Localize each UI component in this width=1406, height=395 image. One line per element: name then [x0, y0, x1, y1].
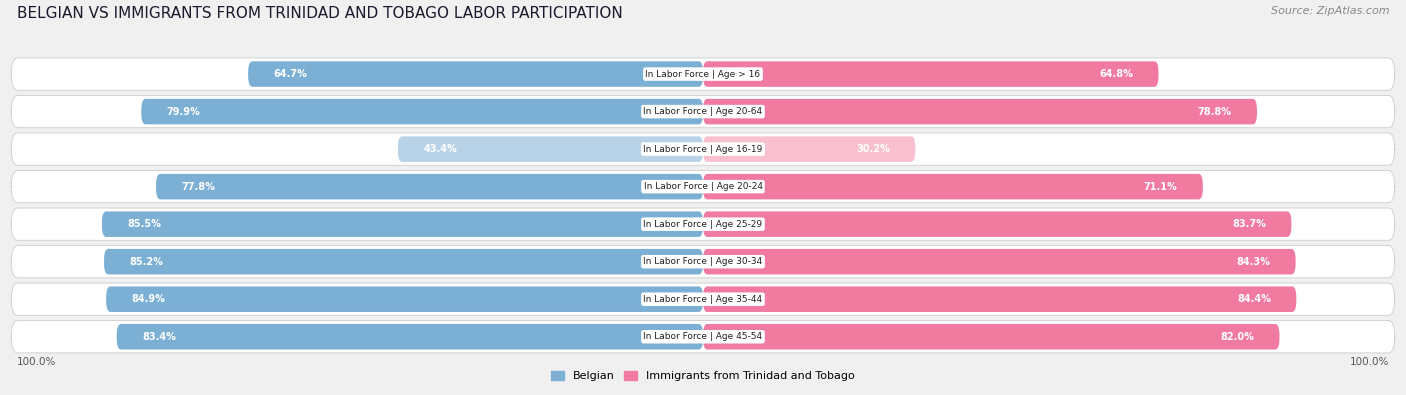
Text: In Labor Force | Age 20-64: In Labor Force | Age 20-64: [644, 107, 762, 116]
FancyBboxPatch shape: [703, 211, 1292, 237]
Text: 84.9%: 84.9%: [132, 294, 166, 304]
Text: 79.9%: 79.9%: [166, 107, 201, 117]
FancyBboxPatch shape: [703, 249, 1296, 275]
FancyBboxPatch shape: [103, 211, 703, 237]
Legend: Belgian, Immigrants from Trinidad and Tobago: Belgian, Immigrants from Trinidad and To…: [547, 366, 859, 386]
Text: In Labor Force | Age 25-29: In Labor Force | Age 25-29: [644, 220, 762, 229]
Text: 100.0%: 100.0%: [1350, 357, 1389, 367]
Text: 84.4%: 84.4%: [1237, 294, 1271, 304]
FancyBboxPatch shape: [11, 321, 1395, 353]
Text: 78.8%: 78.8%: [1198, 107, 1232, 117]
FancyBboxPatch shape: [156, 174, 703, 199]
FancyBboxPatch shape: [117, 324, 703, 350]
Text: 77.8%: 77.8%: [181, 182, 215, 192]
Text: 85.5%: 85.5%: [128, 219, 162, 229]
Text: 43.4%: 43.4%: [423, 144, 457, 154]
Text: In Labor Force | Age 45-54: In Labor Force | Age 45-54: [644, 332, 762, 341]
FancyBboxPatch shape: [398, 136, 703, 162]
Text: 64.8%: 64.8%: [1099, 69, 1133, 79]
Text: In Labor Force | Age 35-44: In Labor Force | Age 35-44: [644, 295, 762, 304]
FancyBboxPatch shape: [141, 99, 703, 124]
FancyBboxPatch shape: [703, 99, 1257, 124]
Text: 83.4%: 83.4%: [142, 332, 176, 342]
Text: 84.3%: 84.3%: [1236, 257, 1271, 267]
FancyBboxPatch shape: [703, 286, 1296, 312]
FancyBboxPatch shape: [11, 246, 1395, 278]
FancyBboxPatch shape: [11, 208, 1395, 240]
Text: 30.2%: 30.2%: [856, 144, 890, 154]
FancyBboxPatch shape: [703, 136, 915, 162]
Text: Source: ZipAtlas.com: Source: ZipAtlas.com: [1271, 6, 1389, 16]
FancyBboxPatch shape: [11, 133, 1395, 165]
FancyBboxPatch shape: [247, 61, 703, 87]
Text: 82.0%: 82.0%: [1220, 332, 1254, 342]
Text: BELGIAN VS IMMIGRANTS FROM TRINIDAD AND TOBAGO LABOR PARTICIPATION: BELGIAN VS IMMIGRANTS FROM TRINIDAD AND …: [17, 6, 623, 21]
FancyBboxPatch shape: [104, 249, 703, 275]
FancyBboxPatch shape: [703, 174, 1204, 199]
Text: In Labor Force | Age 20-24: In Labor Force | Age 20-24: [644, 182, 762, 191]
FancyBboxPatch shape: [11, 58, 1395, 90]
FancyBboxPatch shape: [703, 324, 1279, 350]
Text: 64.7%: 64.7%: [273, 69, 308, 79]
Text: 100.0%: 100.0%: [17, 357, 56, 367]
FancyBboxPatch shape: [703, 61, 1159, 87]
Text: In Labor Force | Age > 16: In Labor Force | Age > 16: [645, 70, 761, 79]
Text: In Labor Force | Age 16-19: In Labor Force | Age 16-19: [644, 145, 762, 154]
Text: 83.7%: 83.7%: [1232, 219, 1267, 229]
FancyBboxPatch shape: [11, 96, 1395, 128]
FancyBboxPatch shape: [11, 283, 1395, 315]
FancyBboxPatch shape: [11, 171, 1395, 203]
Text: 85.2%: 85.2%: [129, 257, 163, 267]
FancyBboxPatch shape: [105, 286, 703, 312]
Text: 71.1%: 71.1%: [1143, 182, 1178, 192]
Text: In Labor Force | Age 30-34: In Labor Force | Age 30-34: [644, 257, 762, 266]
